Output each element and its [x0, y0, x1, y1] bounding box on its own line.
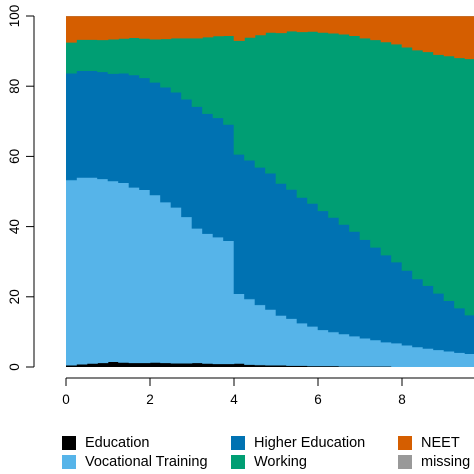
- legend-swatch-working: [231, 455, 245, 469]
- legend-swatch-vocational-training: [62, 455, 76, 469]
- x-tick-label-0: 0: [62, 392, 70, 407]
- legend-label-education: Education: [85, 435, 150, 451]
- stacked-area-chart: 0 20 40 60 80 100 0 2 4 6 8: [7, 5, 474, 407]
- y-tick-label-20: 20: [7, 289, 22, 304]
- legend-item-working: Working: [231, 452, 307, 472]
- area-neet: [66, 16, 474, 60]
- legend-label-higher-education: Higher Education: [254, 435, 366, 451]
- stacked-areas: [66, 16, 474, 367]
- legend-label-missing: missing: [421, 454, 471, 470]
- x-tick-label-2: 2: [146, 392, 154, 407]
- legend-label-neet: NEET: [421, 435, 460, 451]
- legend-swatch-education: [62, 436, 76, 450]
- legend-item-missing: missing: [398, 452, 470, 472]
- y-tick-label-100: 100: [7, 5, 22, 28]
- legend-label-working: Working: [254, 454, 307, 470]
- chart-legend: Education Vocational Training Higher Edu…: [0, 430, 474, 474]
- x-tick-label-6: 6: [314, 392, 322, 407]
- legend-swatch-neet: [398, 436, 412, 450]
- legend-label-vocational-training: Vocational Training: [85, 454, 208, 470]
- chart-axes: 0 20 40 60 80 100 0 2 4 6 8: [7, 5, 474, 407]
- legend-swatch-higher-education: [231, 436, 245, 450]
- y-tick-label-0: 0: [7, 363, 22, 371]
- y-tick-label-80: 80: [7, 79, 22, 94]
- x-tick-label-8: 8: [398, 392, 406, 407]
- y-tick-label-60: 60: [7, 149, 22, 164]
- y-tick-label-40: 40: [7, 219, 22, 234]
- legend-item-neet: NEET: [398, 433, 460, 453]
- legend-item-higher-education: Higher Education: [231, 433, 365, 453]
- legend-item-education: Education: [62, 433, 150, 453]
- legend-swatch-missing: [398, 455, 412, 469]
- x-tick-label-4: 4: [230, 392, 238, 407]
- legend-item-vocational-training: Vocational Training: [62, 452, 208, 472]
